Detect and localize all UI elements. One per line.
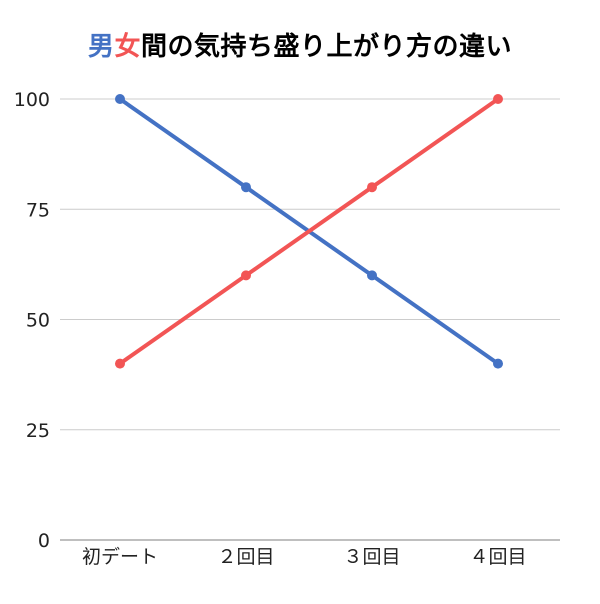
x-tick-label: ４回目 [469, 546, 526, 568]
x-tick-label: ２回目 [217, 546, 274, 568]
data-point-series-2 [241, 270, 251, 281]
x-tick-label: 初デート [82, 546, 158, 568]
y-tick-label: 100 [14, 89, 50, 111]
y-tick-label: 25 [26, 420, 50, 442]
data-point-series-1 [241, 182, 251, 193]
y-tick-label: 75 [26, 199, 50, 221]
chart-title: 男女間の気持ち盛り上がり方の違い [0, 26, 600, 63]
y-tick-label: 50 [26, 310, 50, 332]
x-tick-label: ３回目 [343, 546, 400, 568]
title-female-char: 女 [114, 32, 141, 62]
data-point-series-1 [493, 358, 503, 369]
data-point-series-2 [115, 358, 125, 369]
series-line-2 [118, 97, 500, 366]
data-point-series-2 [493, 94, 503, 104]
title-male-char: 男 [87, 32, 115, 62]
data-point-series-1 [115, 94, 125, 104]
data-point-series-1 [367, 270, 377, 281]
title-rest: 間の気持ち盛り上がり方の違い [141, 32, 513, 62]
data-point-series-2 [367, 182, 377, 193]
y-tick-label: 0 [38, 530, 50, 552]
